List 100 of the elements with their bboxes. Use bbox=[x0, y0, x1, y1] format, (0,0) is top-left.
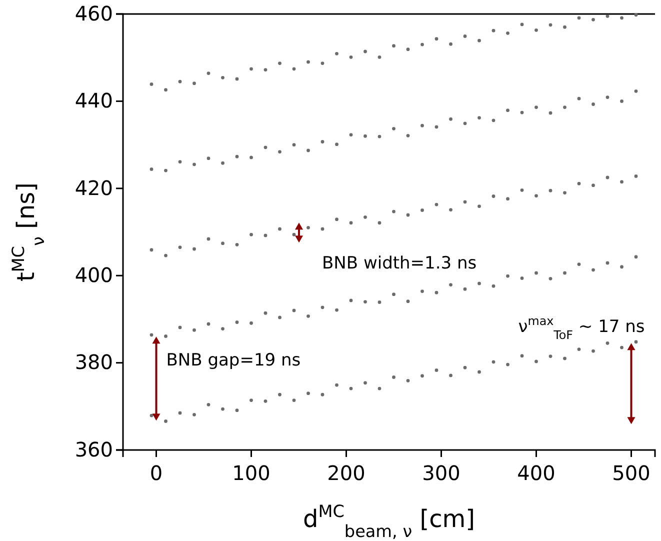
point bbox=[392, 44, 396, 48]
x-tick-label: 400 bbox=[517, 461, 556, 485]
point bbox=[349, 55, 353, 59]
point bbox=[178, 246, 182, 249]
point bbox=[548, 188, 552, 192]
point bbox=[364, 381, 367, 385]
y-tick-label: 400 bbox=[74, 263, 113, 287]
point bbox=[520, 354, 524, 358]
point bbox=[592, 184, 595, 188]
point bbox=[192, 328, 196, 332]
point bbox=[250, 232, 253, 236]
point bbox=[606, 96, 610, 99]
point bbox=[192, 82, 196, 86]
point bbox=[278, 150, 282, 154]
point bbox=[206, 72, 210, 75]
point bbox=[306, 60, 310, 64]
point bbox=[592, 18, 595, 22]
point bbox=[577, 16, 581, 20]
y-tick-label: 380 bbox=[74, 350, 113, 374]
point bbox=[292, 308, 296, 312]
point bbox=[520, 188, 524, 192]
point bbox=[634, 89, 638, 93]
point bbox=[563, 191, 566, 194]
x-tick-label: 100 bbox=[232, 461, 270, 485]
point bbox=[563, 25, 566, 29]
point bbox=[577, 348, 581, 351]
point bbox=[392, 210, 396, 214]
point bbox=[463, 122, 467, 126]
point bbox=[306, 314, 310, 318]
point bbox=[320, 140, 324, 144]
point bbox=[506, 274, 510, 278]
point bbox=[463, 287, 467, 291]
point bbox=[150, 248, 154, 252]
x-tick-label: 200 bbox=[327, 461, 366, 485]
point bbox=[534, 28, 538, 32]
point bbox=[478, 370, 481, 374]
annotation: BNB width=1.3 ns bbox=[322, 254, 477, 274]
point bbox=[478, 116, 481, 120]
point bbox=[634, 174, 638, 178]
point bbox=[378, 134, 382, 138]
point bbox=[449, 283, 452, 286]
point bbox=[420, 290, 424, 293]
point bbox=[420, 374, 424, 378]
point bbox=[506, 197, 510, 201]
point bbox=[164, 168, 168, 172]
point bbox=[378, 300, 382, 304]
point bbox=[478, 282, 481, 286]
y-tick-label: 420 bbox=[74, 176, 113, 200]
point bbox=[592, 268, 595, 272]
point bbox=[178, 160, 182, 164]
point bbox=[306, 148, 310, 152]
point bbox=[606, 261, 610, 265]
point bbox=[164, 254, 168, 258]
point bbox=[192, 247, 196, 251]
point bbox=[192, 412, 196, 416]
point bbox=[206, 322, 210, 326]
point bbox=[349, 298, 353, 302]
point bbox=[335, 52, 338, 56]
point bbox=[548, 111, 552, 115]
point bbox=[335, 383, 338, 387]
point bbox=[592, 349, 595, 353]
point bbox=[221, 327, 224, 330]
point bbox=[534, 271, 538, 275]
point bbox=[534, 194, 538, 198]
point bbox=[463, 200, 467, 204]
point bbox=[563, 271, 566, 275]
point bbox=[206, 156, 210, 160]
point bbox=[164, 88, 168, 92]
point bbox=[506, 362, 510, 366]
point bbox=[349, 221, 353, 225]
point bbox=[221, 76, 224, 80]
point bbox=[178, 411, 182, 415]
point bbox=[392, 126, 396, 130]
point bbox=[335, 142, 338, 146]
point bbox=[606, 176, 610, 180]
point bbox=[620, 16, 624, 20]
point bbox=[392, 376, 396, 379]
point bbox=[150, 414, 154, 418]
point bbox=[206, 237, 210, 241]
point bbox=[406, 213, 410, 217]
y-tick-label: 460 bbox=[74, 1, 113, 26]
point bbox=[206, 402, 210, 406]
point bbox=[320, 227, 324, 231]
point bbox=[221, 242, 224, 246]
x-tick-label: 300 bbox=[422, 461, 460, 485]
point bbox=[548, 276, 552, 280]
point bbox=[150, 168, 154, 171]
point bbox=[492, 118, 496, 122]
point bbox=[278, 62, 282, 65]
point bbox=[434, 125, 438, 129]
point bbox=[563, 106, 566, 109]
point bbox=[292, 398, 296, 402]
point bbox=[606, 14, 610, 18]
x-axis-title: d$^{MC}$$_{beam, ν}$ [cm] bbox=[302, 501, 476, 541]
point bbox=[278, 227, 282, 231]
point bbox=[620, 100, 624, 103]
point bbox=[449, 42, 452, 46]
point bbox=[563, 356, 566, 360]
point bbox=[292, 232, 296, 236]
point bbox=[548, 354, 552, 358]
